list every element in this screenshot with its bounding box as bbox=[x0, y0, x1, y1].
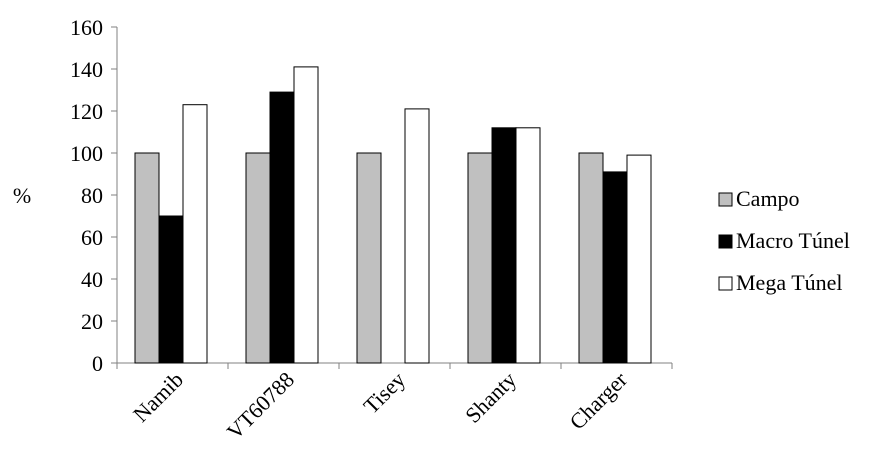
bar bbox=[602, 171, 628, 364]
legend-label: Mega Túnel bbox=[736, 270, 843, 295]
y-tick-label: 140 bbox=[70, 57, 103, 82]
bar bbox=[134, 152, 160, 364]
bar bbox=[626, 154, 652, 364]
y-tick-labels: 0 20 40 60 80 100 120 140 160 bbox=[70, 15, 103, 376]
bar bbox=[404, 108, 430, 364]
y-tick-label: 20 bbox=[81, 309, 103, 334]
x-tick-label: Shanty bbox=[460, 367, 521, 428]
bar bbox=[467, 152, 493, 364]
bar bbox=[269, 91, 295, 364]
y-tick-label: 80 bbox=[81, 183, 103, 208]
bar bbox=[491, 127, 517, 364]
legend-label: Macro Túnel bbox=[736, 228, 850, 253]
legend-label: Campo bbox=[736, 186, 800, 211]
x-tick-label: VT60788 bbox=[222, 367, 299, 444]
bars bbox=[134, 66, 652, 364]
bar bbox=[293, 66, 319, 364]
bar bbox=[245, 152, 271, 364]
x-tick-label: Tisey bbox=[358, 367, 410, 419]
y-tick-label: 160 bbox=[70, 15, 103, 40]
bar bbox=[182, 104, 208, 364]
x-tick-label: Charger bbox=[565, 366, 633, 434]
y-tick-label: 100 bbox=[70, 141, 103, 166]
legend: Campo Macro Túnel Mega Túnel bbox=[718, 186, 850, 295]
bar bbox=[158, 215, 184, 364]
y-tick-label: 0 bbox=[92, 351, 103, 376]
bar bbox=[356, 152, 382, 364]
legend-swatch bbox=[718, 192, 733, 207]
y-tick-label: 40 bbox=[81, 267, 103, 292]
x-tick-labels: Namib VT60788 Tisey Shanty Charger bbox=[128, 366, 632, 444]
y-tick-label: 60 bbox=[81, 225, 103, 250]
legend-swatch bbox=[718, 276, 733, 291]
y-axis-label: % bbox=[13, 183, 31, 208]
x-tick-label: Namib bbox=[128, 367, 188, 427]
bar bbox=[578, 152, 604, 364]
y-tick-label: 120 bbox=[70, 99, 103, 124]
legend-swatch bbox=[718, 234, 733, 249]
bar bbox=[515, 127, 541, 364]
